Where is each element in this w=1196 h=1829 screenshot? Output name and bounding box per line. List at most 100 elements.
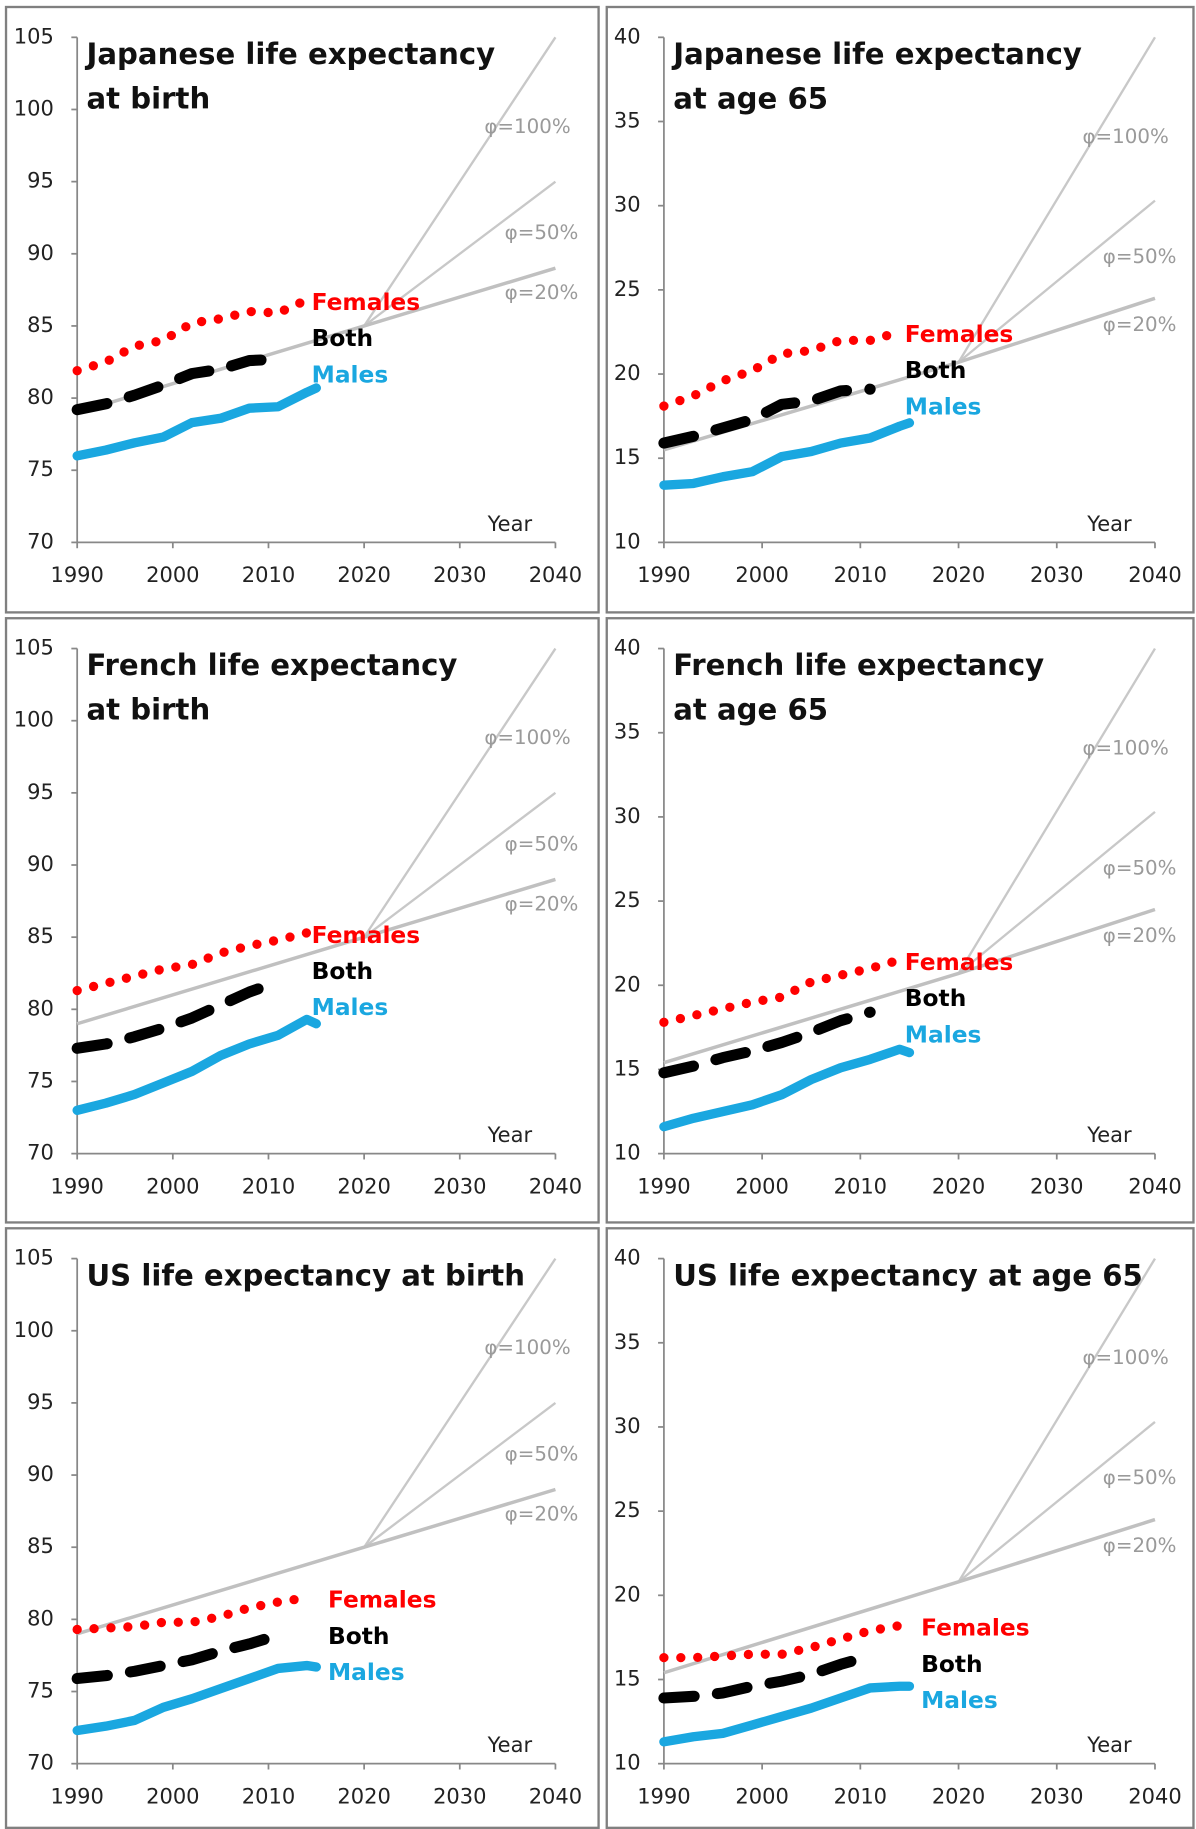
chart-title: Japanese life expectancy: [85, 37, 496, 71]
y-tick-label: 30: [614, 193, 641, 217]
series-label: Both: [905, 357, 967, 384]
y-tick-label: 70: [27, 1751, 54, 1775]
x-tick-label: 2030: [1030, 1785, 1083, 1809]
chart-title: US life expectancy at birth: [87, 1258, 525, 1292]
projection-line: [363, 1401, 557, 1549]
series-label: Males: [905, 393, 982, 420]
panel-frame: [4, 617, 600, 1224]
projection-line: [957, 199, 1156, 364]
y-tick-label: 20: [614, 1582, 641, 1606]
series-label: Both: [312, 325, 374, 352]
panel-frame: [605, 617, 1195, 1224]
projection-line: [957, 1257, 1156, 1583]
series-line: [658, 383, 876, 449]
x-tick-label: 1990: [637, 563, 690, 587]
x-tick-label: 2040: [529, 1785, 582, 1809]
series-line: [71, 1629, 284, 1685]
projection-label: φ=100%: [484, 726, 570, 749]
x-tick-label: 2020: [932, 563, 985, 587]
panel-frame: [605, 1227, 1195, 1829]
series-line: [659, 418, 915, 490]
projection-label: φ=20%: [1103, 924, 1177, 947]
y-tick-label: 40: [614, 636, 641, 660]
x-tick-label: 2020: [932, 1785, 985, 1809]
chart-title: at birth: [87, 693, 211, 727]
series-label: Males: [312, 361, 389, 388]
y-tick-label: 15: [614, 1666, 641, 1690]
chart-title: at age 65: [673, 81, 828, 115]
series-line: [72, 1014, 321, 1115]
projection-label: φ=20%: [505, 892, 579, 915]
x-tick-label: 2010: [834, 1174, 887, 1198]
series-label: Males: [905, 1021, 982, 1048]
y-tick-label: 85: [27, 313, 54, 337]
y-tick-label: 35: [614, 1330, 641, 1354]
projection-label: φ=100%: [484, 1336, 570, 1359]
x-tick-label: 2010: [242, 1785, 295, 1809]
projection-line: [76, 266, 556, 415]
projection-label: φ=100%: [484, 115, 570, 138]
projection-line: [957, 647, 1156, 975]
y-tick-label: 105: [14, 24, 54, 48]
y-tick-label: 80: [27, 385, 54, 409]
x-tick-label: 2000: [735, 1785, 788, 1809]
series-label: Females: [905, 321, 1014, 348]
projection-line: [76, 1487, 556, 1636]
projection-label: φ=20%: [1103, 1534, 1177, 1557]
x-tick-label: 2030: [1030, 1174, 1083, 1198]
x-tick-label: 2010: [242, 1174, 295, 1198]
projection-line: [363, 36, 557, 327]
projection-line: [76, 877, 556, 1026]
series-label: Females: [328, 1587, 437, 1614]
series-label: Both: [312, 958, 374, 985]
projection-label: φ=20%: [505, 1502, 579, 1525]
x-tick-label: 2020: [337, 1785, 390, 1809]
projection-label: φ=50%: [505, 221, 579, 244]
y-tick-label: 30: [614, 1414, 641, 1438]
y-tick-label: 10: [614, 1141, 641, 1165]
x-tick-label: 2010: [834, 1785, 887, 1809]
y-tick-label: 100: [14, 1318, 54, 1342]
series-label: Both: [905, 985, 967, 1012]
x-tick-label: 2040: [1128, 563, 1181, 587]
y-tick-label: 70: [27, 1141, 54, 1165]
projection-line: [363, 1257, 557, 1548]
chart-title: at birth: [87, 81, 211, 115]
y-tick-label: 80: [27, 1606, 54, 1630]
panel-frame: [4, 5, 600, 614]
x-axis-label: Year: [1086, 512, 1132, 536]
y-tick-label: 95: [27, 169, 54, 193]
y-tick-label: 90: [27, 852, 54, 876]
x-tick-label: 2010: [834, 563, 887, 587]
projection-label: φ=100%: [1082, 1346, 1168, 1369]
series-label: Females: [312, 289, 421, 316]
series-label: Both: [328, 1623, 390, 1650]
x-axis-label: Year: [1086, 1733, 1132, 1757]
y-tick-label: 10: [614, 1751, 641, 1775]
series-label: Males: [328, 1659, 405, 1686]
x-axis-label: Year: [487, 1123, 533, 1147]
x-tick-label: 2020: [932, 1174, 985, 1198]
series-line: [659, 1044, 915, 1132]
x-tick-label: 2020: [337, 563, 390, 587]
chart-title: US life expectancy at age 65: [673, 1258, 1143, 1292]
y-tick-label: 85: [27, 1534, 54, 1558]
y-tick-label: 40: [614, 24, 641, 48]
x-tick-label: 2030: [433, 1785, 486, 1809]
x-tick-label: 2030: [433, 1174, 486, 1198]
projection-line: [663, 1517, 1156, 1675]
y-tick-label: 25: [614, 888, 641, 912]
x-axis-label: Year: [487, 1733, 533, 1757]
y-tick-label: 10: [614, 529, 641, 553]
series-label: Males: [312, 994, 389, 1021]
x-tick-label: 1990: [50, 1785, 103, 1809]
y-tick-label: 105: [14, 1246, 54, 1270]
x-tick-label: 2000: [146, 1174, 199, 1198]
y-tick-label: 20: [614, 361, 641, 385]
y-tick-label: 90: [27, 241, 54, 265]
series-line: [658, 1650, 876, 1704]
chart-title: Japanese life expectancy: [671, 37, 1082, 71]
series-line: [72, 928, 312, 996]
